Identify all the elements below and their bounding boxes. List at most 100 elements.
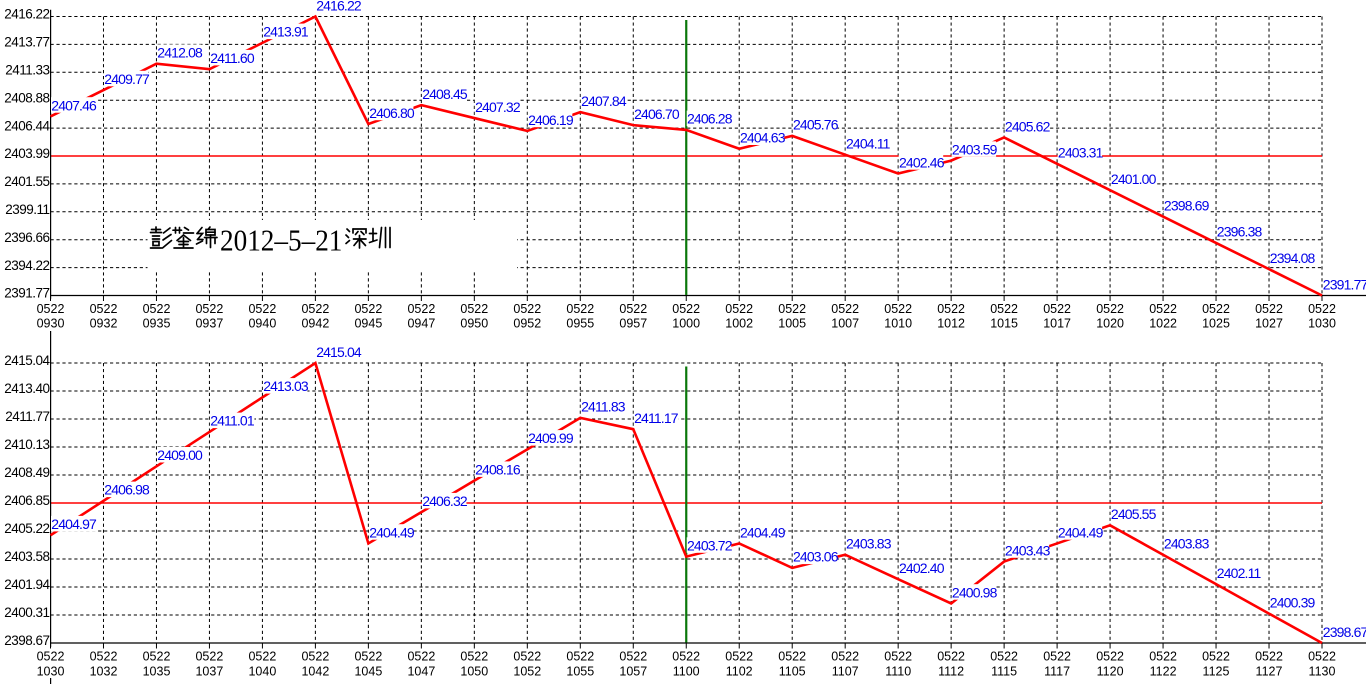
svg-text:0522: 0522 [143,650,171,664]
svg-text:1115: 1115 [991,665,1017,679]
svg-text:0522: 0522 [1096,650,1124,664]
svg-text:0522: 0522 [1255,302,1283,316]
svg-text:2403.83: 2403.83 [1164,536,1210,552]
svg-text:2402.46: 2402.46 [899,154,945,170]
svg-text:1112: 1112 [938,665,964,679]
svg-text:2405.76: 2405.76 [793,117,839,133]
svg-text:2406.98: 2406.98 [104,482,150,498]
svg-text:2406.19: 2406.19 [528,112,574,128]
svg-text:2413.77: 2413.77 [4,35,49,50]
svg-text:2403.43: 2403.43 [1005,542,1051,558]
svg-text:2408.45: 2408.45 [422,86,468,102]
svg-text:2403.59: 2403.59 [952,141,998,157]
svg-text:1127: 1127 [1256,665,1283,679]
svg-text:0522: 0522 [990,650,1018,664]
svg-text:0522: 0522 [407,302,435,316]
svg-text:2403.72: 2403.72 [687,537,733,553]
svg-text:2411.17: 2411.17 [634,410,679,426]
svg-text:2402.40: 2402.40 [899,560,945,576]
svg-text:0522: 0522 [248,650,276,664]
svg-text:0522: 0522 [778,650,806,664]
svg-text:0522: 0522 [248,302,276,316]
svg-text:0522: 0522 [1043,650,1071,664]
svg-text:1005: 1005 [778,317,806,331]
svg-text:1000: 1000 [672,317,700,331]
svg-text:2416.22: 2416.22 [316,0,362,13]
svg-text:2404.63: 2404.63 [740,130,786,146]
svg-text:2408.16: 2408.16 [475,462,521,478]
svg-text:2415.04: 2415.04 [316,344,362,360]
svg-text:2404.49: 2404.49 [740,524,786,540]
svg-text:0522: 0522 [937,302,965,316]
svg-text:2412.08: 2412.08 [157,45,203,61]
svg-text:0522: 0522 [566,650,594,664]
svg-text:2406.28: 2406.28 [687,111,733,127]
svg-text:0935: 0935 [143,317,171,331]
svg-text:2406.85: 2406.85 [4,493,49,508]
svg-text:0522: 0522 [672,302,700,316]
svg-text:2400.31: 2400.31 [4,605,49,620]
svg-text:1057: 1057 [619,665,647,679]
svg-text:0522: 0522 [195,650,223,664]
svg-text:0945: 0945 [354,317,382,331]
svg-text:0522: 0522 [1202,650,1230,664]
svg-text:1040: 1040 [248,665,276,679]
svg-text:2410.13: 2410.13 [4,437,49,452]
svg-text:2401.00: 2401.00 [1111,171,1157,187]
svg-text:2399.11: 2399.11 [5,202,49,217]
svg-text:2396.38: 2396.38 [1217,224,1263,240]
svg-text:0522: 0522 [1308,650,1336,664]
svg-text:2404.11: 2404.11 [846,136,891,152]
svg-text:2413.03: 2413.03 [263,378,309,394]
svg-text:2398.69: 2398.69 [1164,197,1210,213]
svg-text:0522: 0522 [354,302,382,316]
svg-text:2406.44: 2406.44 [4,118,50,133]
svg-text:0522: 0522 [1149,650,1177,664]
svg-text:2411.77: 2411.77 [5,409,49,424]
svg-text:2409.99: 2409.99 [528,430,574,446]
svg-text:2407.32: 2407.32 [475,99,521,115]
svg-text:2413.91: 2413.91 [263,24,309,40]
svg-text:0522: 0522 [619,302,647,316]
svg-text:2405.22: 2405.22 [4,521,49,536]
svg-text:2408.88: 2408.88 [4,90,49,105]
svg-text:1122: 1122 [1150,665,1177,679]
svg-text:0522: 0522 [831,302,859,316]
svg-text:1052: 1052 [513,665,541,679]
svg-text:1020: 1020 [1096,317,1124,331]
svg-text:0940: 0940 [248,317,276,331]
svg-text:2405.62: 2405.62 [1005,118,1051,134]
svg-text:1027: 1027 [1255,317,1283,331]
svg-text:1032: 1032 [90,665,118,679]
svg-text:2398.67: 2398.67 [4,633,49,648]
svg-text:2406.32: 2406.32 [422,493,468,509]
svg-text:0522: 0522 [143,302,171,316]
svg-text:2409.00: 2409.00 [157,447,203,463]
svg-text:2398.67: 2398.67 [1323,624,1366,640]
svg-text:1120: 1120 [1097,665,1124,679]
svg-text:0957: 0957 [619,317,647,331]
svg-text:2411.01: 2411.01 [210,413,255,429]
svg-text:2409.77: 2409.77 [104,71,150,87]
svg-text:0522: 0522 [37,650,65,664]
svg-text:0522: 0522 [513,650,541,664]
svg-text:1010: 1010 [884,317,912,331]
svg-text:1100: 1100 [673,665,700,679]
svg-text:0952: 0952 [513,317,541,331]
svg-text:2403.31: 2403.31 [1058,145,1104,161]
svg-text:1045: 1045 [354,665,382,679]
svg-text:1035: 1035 [143,665,171,679]
svg-text:0522: 0522 [460,302,488,316]
svg-text:0522: 0522 [990,302,1018,316]
svg-text:2403.06: 2403.06 [793,549,839,565]
svg-text:2401.55: 2401.55 [4,174,49,189]
svg-text:2411.60: 2411.60 [210,50,255,66]
svg-text:1110: 1110 [885,665,911,679]
svg-text:2406.80: 2406.80 [369,105,415,121]
svg-text:0522: 0522 [725,650,753,664]
svg-text:0955: 0955 [566,317,594,331]
svg-text:0522: 0522 [1255,650,1283,664]
svg-text:2406.70: 2406.70 [634,106,680,122]
svg-text:0522: 0522 [37,302,65,316]
svg-text:0522: 0522 [1096,302,1124,316]
